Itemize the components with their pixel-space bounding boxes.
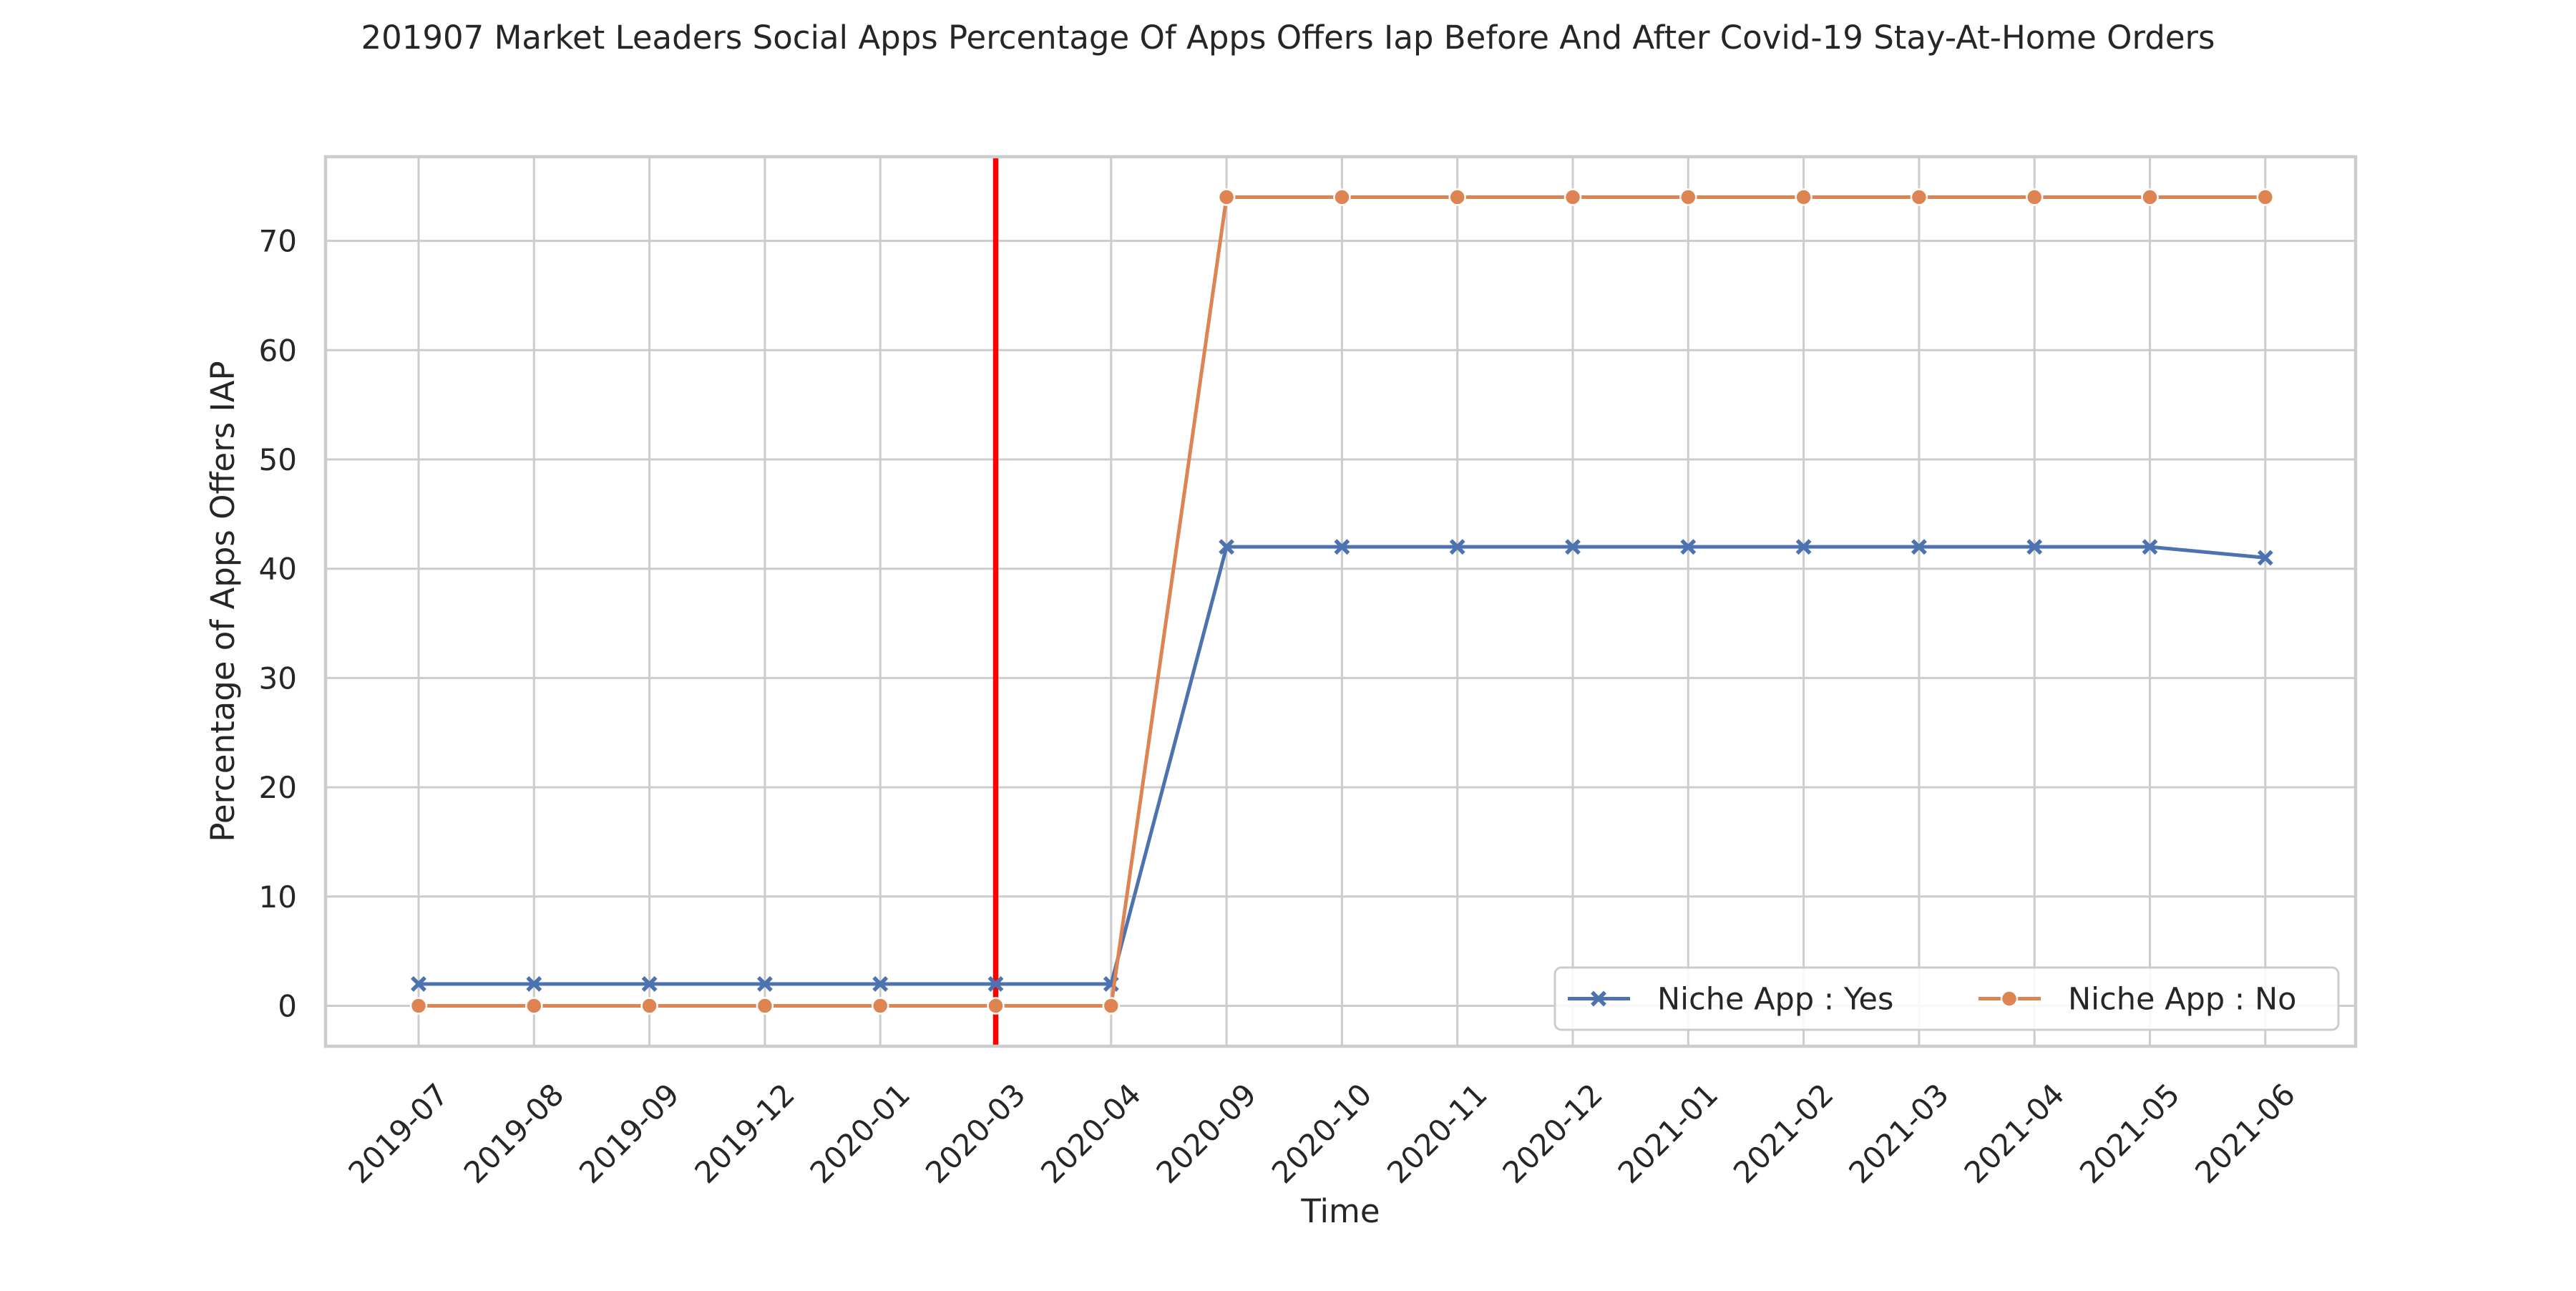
x-axis-label: Time (1300, 1192, 1380, 1230)
data-point (2025, 188, 2044, 206)
series-1 (411, 539, 2273, 992)
series-2 (409, 188, 2275, 1015)
x-tick-label: 2021-04 (1958, 1076, 2072, 1190)
x-tick-label: 2021-06 (2188, 1076, 2302, 1190)
data-point (525, 997, 543, 1015)
y-tick-label: 0 (278, 989, 297, 1024)
data-point (987, 976, 1004, 992)
y-tick-label: 50 (259, 442, 297, 477)
data-point (409, 997, 428, 1015)
x-tick-label: 2019-12 (688, 1076, 801, 1190)
y-tick-label: 10 (259, 880, 297, 915)
x-tick-label: 2020-04 (1034, 1076, 1148, 1190)
data-point (526, 976, 542, 992)
data-point (1795, 539, 1812, 555)
x-tick-label: 2019-07 (341, 1076, 455, 1190)
data-point (1795, 188, 1813, 206)
plot-frame (323, 155, 2358, 1048)
data-point (1102, 997, 1121, 1015)
data-point (1911, 539, 1927, 555)
y-tick-label: 20 (259, 770, 297, 805)
legend-marker (2000, 990, 2019, 1008)
data-point (1679, 188, 1697, 206)
y-axis-label: Percentage of Apps Offers IAP (204, 361, 242, 842)
data-point (987, 997, 1005, 1015)
data-point (1565, 539, 1581, 555)
y-tick-label: 70 (259, 224, 297, 259)
data-point (2256, 188, 2275, 206)
x-tick-labels: 2019-07 2019-08 2019-09 2019-12 2020-01 2020-… (341, 1076, 2302, 1190)
legend-entry: Niche App : No (1979, 982, 2296, 1018)
data-point (872, 976, 889, 992)
y-tick-label: 60 (259, 333, 297, 368)
x-tick-label: 2020-10 (1265, 1076, 1379, 1190)
data-point (756, 976, 773, 992)
x-tick-label: 2020-12 (1496, 1076, 1609, 1190)
legend-entry: Niche App : Yes (1568, 982, 1893, 1018)
data-point (411, 976, 426, 992)
grid-lines (326, 157, 2356, 1046)
legend-marker (1591, 990, 1606, 1007)
data-point (640, 997, 658, 1015)
data-point (2141, 188, 2159, 206)
x-tick-label: 2021-05 (2073, 1076, 2187, 1190)
data-point (1910, 188, 1928, 206)
data-point (1680, 539, 1697, 555)
x-tick-label: 2020-01 (804, 1076, 917, 1190)
x-tick-label: 2021-02 (1727, 1076, 1840, 1190)
data-point (641, 976, 658, 992)
data-point (2026, 539, 2043, 555)
data-point (2142, 539, 2158, 555)
legend-label: Niche App : No (2068, 982, 2296, 1018)
y-tick-labels: 0 10 20 30 40 50 60 70 (259, 224, 297, 1024)
legend-label: Niche App : Yes (1657, 982, 1893, 1018)
data-point (756, 997, 774, 1015)
x-tick-label: 2020-03 (919, 1076, 1033, 1190)
y-tick-label: 30 (259, 661, 297, 696)
data-point (2257, 550, 2273, 566)
chart-title: 201907 Market Leaders Social Apps Percen… (361, 19, 2215, 57)
data-point (1219, 539, 1235, 555)
x-tick-label: 2019-09 (572, 1076, 686, 1190)
data-point (1563, 188, 1582, 206)
data-point (1333, 188, 1351, 206)
x-tick-label: 2021-03 (1842, 1076, 1956, 1190)
x-tick-label: 2021-01 (1611, 1076, 1725, 1190)
legend: Niche App : Yes Niche App : No (1553, 966, 2340, 1031)
x-tick-label: 2019-08 (457, 1076, 571, 1190)
data-point (1449, 539, 1465, 555)
data-point (1217, 188, 1236, 206)
series-group (409, 188, 2275, 1015)
legend-box (1553, 966, 2340, 1031)
data-point (1334, 539, 1350, 555)
data-point (871, 997, 889, 1015)
y-tick-label: 40 (259, 552, 297, 587)
x-tick-label: 2020-09 (1149, 1076, 1263, 1190)
x-tick-label: 2020-11 (1380, 1076, 1494, 1190)
data-point (1448, 188, 1466, 206)
